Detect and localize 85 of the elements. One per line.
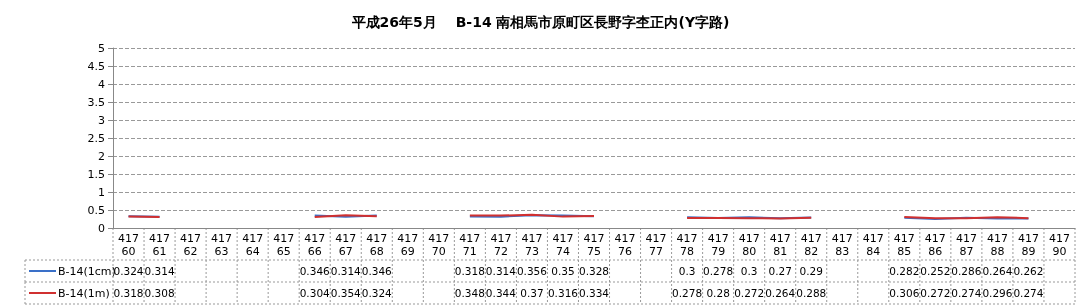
data-label: 0.296 xyxy=(982,287,1013,299)
x-tick-label: 41776 xyxy=(614,232,636,258)
x-tick-label: 41769 xyxy=(397,232,419,258)
y-tick-label: 3.5 xyxy=(87,95,105,109)
x-tick-label: 41777 xyxy=(645,232,667,258)
y-tick-label: 3 xyxy=(98,113,105,127)
data-label: 0.344 xyxy=(485,287,517,299)
x-tick-label: 41786 xyxy=(924,232,946,258)
x-tick-label: 41760 xyxy=(118,232,140,258)
data-label: 0.264 xyxy=(982,265,1013,277)
data-label: 0.28 xyxy=(706,287,730,299)
x-tick-label: 41784 xyxy=(862,232,884,258)
data-label: 0.348 xyxy=(454,287,485,299)
data-label: 0.324 xyxy=(361,287,393,299)
data-label: 0.306 xyxy=(889,287,920,299)
data-label: 0.316 xyxy=(547,287,579,299)
data-label: 0.334 xyxy=(578,287,610,299)
data-label: 0.304 xyxy=(299,287,331,299)
x-tick-label: 41788 xyxy=(986,232,1008,258)
x-tick-label: 41768 xyxy=(366,232,388,258)
data-label: 0.288 xyxy=(796,287,827,299)
data-label: 0.318 xyxy=(113,287,144,299)
y-tick-label: 0 xyxy=(98,221,105,235)
data-label: 0.272 xyxy=(734,287,765,299)
y-tick-label: 4.5 xyxy=(87,59,105,73)
data-label: 0.356 xyxy=(516,265,548,277)
legend-label: B-14(1m) xyxy=(58,286,110,300)
data-label: 0.252 xyxy=(920,265,951,277)
y-tick-label: 2.5 xyxy=(87,131,105,145)
data-label: 0.27 xyxy=(768,265,792,277)
data-label: 0.328 xyxy=(578,265,610,277)
x-tick-label: 41781 xyxy=(769,232,791,258)
x-tick-label: 41775 xyxy=(583,232,605,258)
x-tick-label: 41763 xyxy=(211,232,233,258)
y-tick-label: 1 xyxy=(98,185,105,199)
data-label: 0.314 xyxy=(330,265,362,277)
x-tick-label: 41789 xyxy=(1017,232,1039,258)
chart-title: 平成26年5月 B-14 南相馬市原町区長野字杢正内(Y字路) xyxy=(350,14,730,30)
x-tick-label: 41766 xyxy=(304,232,326,258)
data-label: 0.29 xyxy=(799,265,823,277)
data-label: 0.314 xyxy=(144,265,175,277)
x-tick-label: 41783 xyxy=(831,232,853,258)
data-label: 0.264 xyxy=(765,287,796,299)
data-label: 0.274 xyxy=(951,287,982,299)
y-tick-label: 4 xyxy=(98,77,105,91)
x-tick-label: 41787 xyxy=(955,232,977,258)
data-label: 0.318 xyxy=(454,265,485,277)
x-tick-label: 41778 xyxy=(676,232,698,258)
y-tick-label: 2 xyxy=(98,149,105,163)
data-label: 0.262 xyxy=(1013,265,1044,277)
x-tick-label: 41780 xyxy=(738,232,760,258)
legend-label: B-14(1cm) xyxy=(58,264,116,278)
data-label: 0.346 xyxy=(299,265,331,277)
data-label: 0.354 xyxy=(330,287,362,299)
data-label: 0.35 xyxy=(551,265,575,277)
data-label: 0.3 xyxy=(678,265,696,277)
data-label: 0.324 xyxy=(113,265,144,277)
data-label: 0.314 xyxy=(485,265,517,277)
data-label: 0.282 xyxy=(889,265,920,277)
x-tick-label: 41790 xyxy=(1048,232,1070,258)
x-tick-label: 41761 xyxy=(149,232,171,258)
data-label: 0.286 xyxy=(951,265,982,277)
x-tick-label: 41767 xyxy=(335,232,357,258)
x-tick-label: 41762 xyxy=(180,232,202,258)
data-label: 0.308 xyxy=(144,287,175,299)
x-tick-label: 41779 xyxy=(707,232,729,258)
y-tick-label: 5 xyxy=(98,41,105,55)
data-label: 0.37 xyxy=(520,287,544,299)
x-tick-label: 41770 xyxy=(428,232,450,258)
data-label: 0.3 xyxy=(740,265,758,277)
y-tick-label: 0.5 xyxy=(87,203,105,217)
x-tick-label: 41785 xyxy=(893,232,915,258)
x-tick-label: 41773 xyxy=(521,232,543,258)
x-tick-label: 41765 xyxy=(273,232,295,258)
x-tick-label: 41774 xyxy=(552,232,574,258)
x-tick-label: 41764 xyxy=(242,232,264,258)
y-tick-label: 1.5 xyxy=(87,167,105,181)
data-label: 0.274 xyxy=(1013,287,1044,299)
data-label: 0.346 xyxy=(361,265,393,277)
data-label: 0.272 xyxy=(920,287,951,299)
data-label: 0.278 xyxy=(703,265,734,277)
x-tick-label: 41771 xyxy=(459,232,481,258)
x-tick-label: 41772 xyxy=(490,232,512,258)
data-label: 0.278 xyxy=(672,287,703,299)
x-tick-label: 41782 xyxy=(800,232,822,258)
